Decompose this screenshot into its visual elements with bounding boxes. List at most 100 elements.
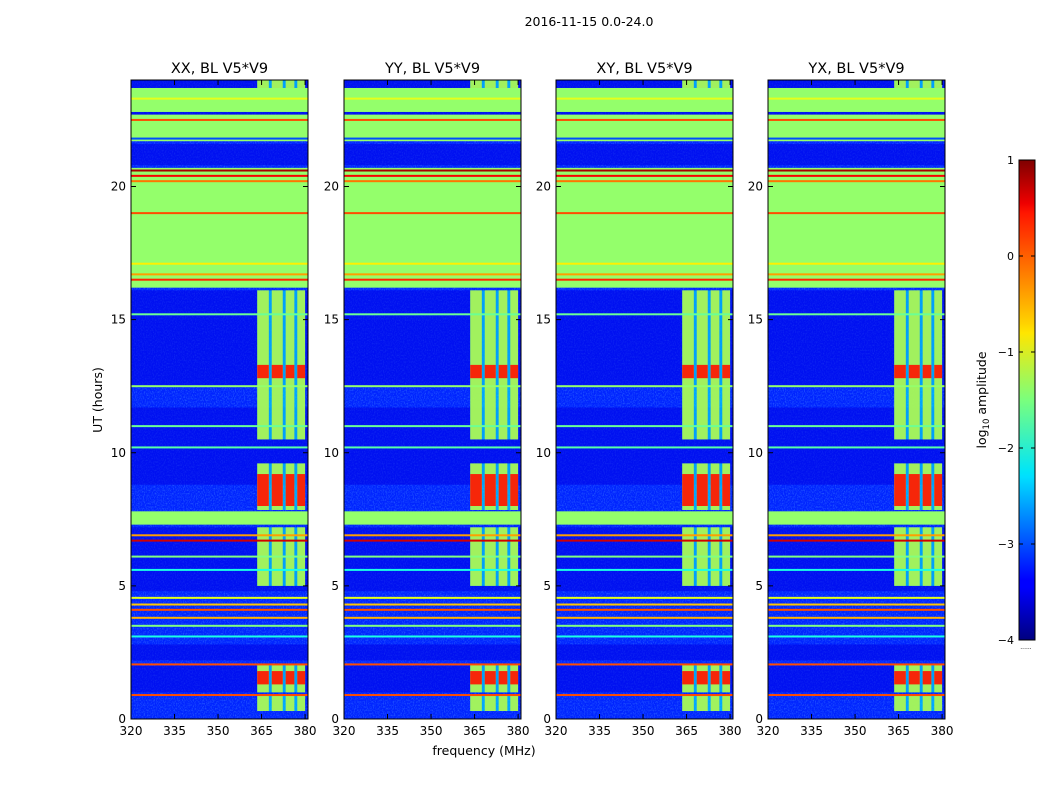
time-line xyxy=(344,118,521,121)
axes-frame xyxy=(767,79,946,720)
rfi-peak xyxy=(934,474,943,506)
suptitle: 2016-11-15 0.0-24.0 xyxy=(525,14,654,29)
time-line xyxy=(768,137,945,140)
y-tick-label: 10 xyxy=(536,446,551,460)
time-line xyxy=(768,174,945,177)
y-tick-label: 20 xyxy=(111,180,126,194)
quiet-band xyxy=(768,644,945,661)
colorbar-label-prefix: log xyxy=(974,429,989,448)
time-line xyxy=(344,539,521,542)
time-line xyxy=(344,663,521,666)
y-tick-label: 0 xyxy=(331,712,339,726)
colorbar-tick-label: −4 xyxy=(998,634,1014,647)
rfi-channel xyxy=(510,695,519,712)
time-line xyxy=(131,137,308,140)
time-line xyxy=(768,262,945,265)
time-line xyxy=(556,568,733,571)
rfi-peak xyxy=(922,671,932,685)
rfi-peak xyxy=(257,671,269,685)
flagged-block xyxy=(344,167,521,288)
rfi-peak xyxy=(285,474,295,506)
time-line xyxy=(768,425,945,428)
time-line xyxy=(344,174,521,177)
time-line xyxy=(344,278,521,281)
rfi-peak xyxy=(297,671,306,685)
y-tick-label: 15 xyxy=(748,313,763,327)
rfi-channel xyxy=(696,695,708,712)
time-line xyxy=(344,97,521,100)
time-line xyxy=(556,534,733,537)
time-line xyxy=(131,635,308,638)
rfi-peak xyxy=(696,474,708,506)
panel-1: XX, BL V5*V9 320 335 350 365 380 0 5 10 15 20 xyxy=(111,61,317,738)
rfi-peak xyxy=(257,364,269,379)
rfi-channel xyxy=(470,695,482,712)
rfi-peak xyxy=(682,671,694,685)
time-line xyxy=(131,425,308,428)
rfi-channel xyxy=(271,695,283,712)
time-line xyxy=(768,616,945,619)
rfi-peak xyxy=(285,364,295,379)
time-line xyxy=(131,278,308,281)
quiet-band xyxy=(131,111,308,115)
time-line xyxy=(131,97,308,100)
time-line xyxy=(131,273,308,276)
quiet-band xyxy=(768,143,945,166)
x-tick-label: 380 xyxy=(507,724,530,738)
rfi-channel xyxy=(682,695,694,712)
rfi-peak xyxy=(510,671,519,685)
flagged-block xyxy=(768,167,945,288)
y-tick-label: 15 xyxy=(536,313,551,327)
rfi-peak xyxy=(722,364,731,379)
rfi-peak xyxy=(908,364,920,379)
colorbar-label-subscript: 10 xyxy=(982,419,992,430)
time-line xyxy=(556,539,733,542)
panel-title: YY, BL V5*V9 xyxy=(384,61,480,77)
time-line xyxy=(768,539,945,542)
x-tick-label: 365 xyxy=(675,724,698,738)
colorbar-tick-label: −2 xyxy=(998,442,1014,455)
time-line xyxy=(131,174,308,177)
time-line xyxy=(344,273,521,276)
x-tick-label: 320 xyxy=(757,724,780,738)
flagged-block xyxy=(131,167,308,288)
rfi-channel xyxy=(722,695,731,712)
time-line xyxy=(344,608,521,611)
quiet-band xyxy=(131,644,308,661)
time-line xyxy=(131,313,308,316)
rfi-channel xyxy=(934,695,943,712)
y-axis-label: UT (hours) xyxy=(90,367,105,433)
rfi-channel xyxy=(894,695,906,712)
time-line xyxy=(131,596,308,599)
time-line xyxy=(768,313,945,316)
time-line xyxy=(556,608,733,611)
time-line xyxy=(344,212,521,215)
time-line xyxy=(768,534,945,537)
flagged-block xyxy=(768,511,945,525)
y-tick-label: 5 xyxy=(118,579,126,593)
time-line xyxy=(556,616,733,619)
rfi-peak xyxy=(922,474,932,506)
time-line xyxy=(344,635,521,638)
y-tick-label: 0 xyxy=(118,712,126,726)
time-line xyxy=(131,608,308,611)
x-tick-label: 320 xyxy=(333,724,356,738)
flagged-block xyxy=(768,114,945,142)
rfi-peak xyxy=(682,364,694,379)
time-line xyxy=(344,425,521,428)
x-tick-label: 380 xyxy=(294,724,317,738)
x-tick-label: 335 xyxy=(588,724,611,738)
time-line xyxy=(344,169,521,172)
x-tick-label: 365 xyxy=(463,724,486,738)
y-tick-label: 20 xyxy=(536,180,551,194)
time-line xyxy=(768,608,945,611)
flagged-block xyxy=(344,114,521,142)
quiet-band xyxy=(344,143,521,166)
rfi-peak xyxy=(510,474,519,506)
time-line xyxy=(768,97,945,100)
waterfall-image xyxy=(768,80,945,719)
flagged-block xyxy=(131,511,308,525)
rfi-peak xyxy=(696,671,708,685)
flagged-block xyxy=(556,114,733,142)
axes-frame xyxy=(130,79,309,720)
